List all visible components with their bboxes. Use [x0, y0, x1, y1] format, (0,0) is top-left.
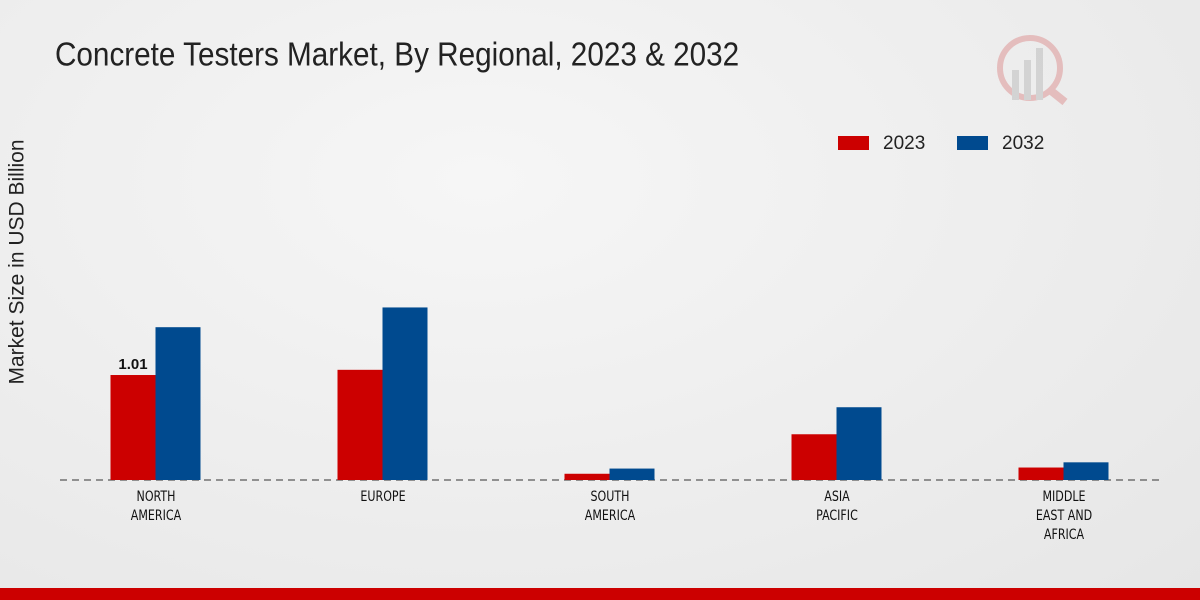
bar: [1063, 462, 1109, 480]
bar: [564, 473, 610, 480]
bar: [609, 468, 655, 480]
bar: [155, 327, 201, 480]
legend-swatch: [838, 136, 869, 150]
x-tick-label: ASIA PACIFIC: [815, 489, 858, 524]
legend-label: 2023: [883, 133, 925, 154]
y-axis-label: Market Size in USD Billion: [6, 139, 29, 384]
x-tick-label: MIDDLE EAST AND AFRICA: [1035, 489, 1092, 543]
x-tick-label: NORTH AMERICA: [130, 489, 181, 524]
chart-title: Concrete Testers Market, By Regional, 20…: [55, 36, 739, 73]
footer-bar: [0, 588, 1200, 600]
bar: [836, 407, 882, 480]
x-tick-label: SOUTH AMERICA: [584, 489, 635, 524]
logo: [997, 35, 1068, 106]
bar: [1018, 467, 1064, 480]
legend-label: 2032: [1002, 133, 1044, 154]
bar: [791, 434, 837, 480]
data-label: 1.01: [118, 356, 147, 373]
bar: [110, 375, 156, 480]
bar: [337, 369, 383, 480]
bar: [382, 307, 428, 480]
x-tick-label: EUROPE: [359, 489, 406, 505]
legend-swatch: [957, 136, 988, 150]
